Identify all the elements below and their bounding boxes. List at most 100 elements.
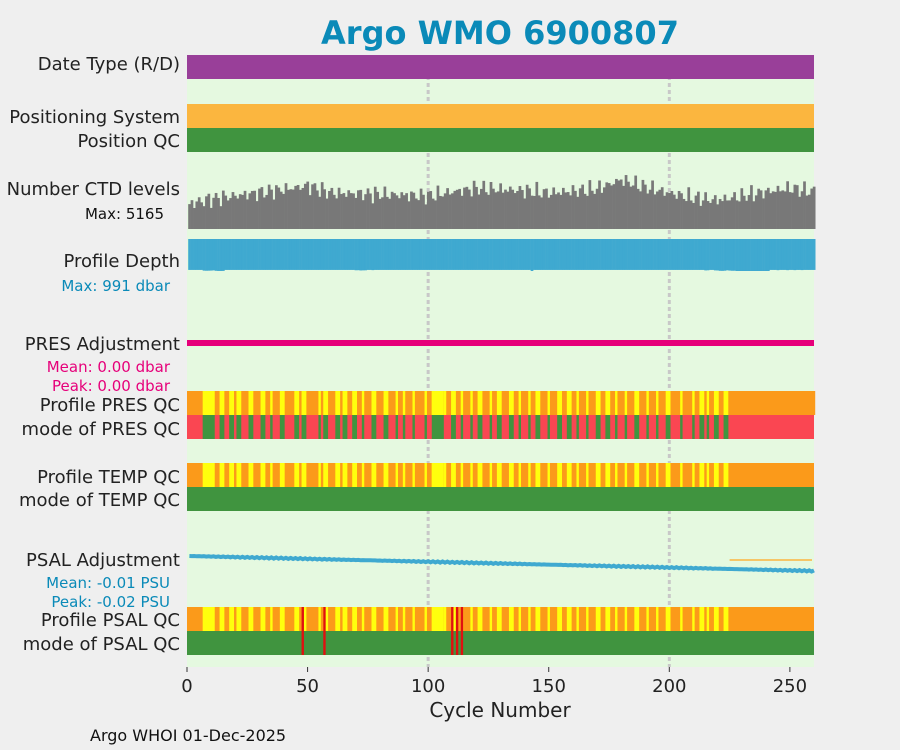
profile-depth-bar bbox=[359, 239, 363, 271]
ctd-levels-bar bbox=[349, 193, 353, 229]
profile-depth-bar bbox=[564, 239, 568, 270]
ctd-levels-bar bbox=[781, 190, 785, 229]
mode-pres-qc-segment bbox=[236, 415, 242, 439]
profile-pres-qc-segment bbox=[335, 391, 341, 415]
profile-depth-bar bbox=[328, 239, 331, 270]
profile-depth-bar bbox=[504, 239, 507, 270]
ctd-levels-bar bbox=[458, 188, 462, 229]
ctd-levels-bar bbox=[721, 201, 724, 229]
ctd-levels-bar bbox=[600, 192, 604, 229]
profile-psal-qc-segment bbox=[557, 607, 562, 631]
profile-depth-bar bbox=[238, 239, 242, 270]
profile-depth-bar bbox=[535, 239, 539, 270]
ctd-levels-bar bbox=[487, 194, 490, 229]
ctd-levels-bar bbox=[766, 187, 770, 229]
profile-pres-qc-segment bbox=[318, 391, 321, 415]
mode-pres-qc-segment bbox=[547, 415, 550, 439]
profile-temp-qc-segment bbox=[202, 463, 215, 487]
profile-depth-bar bbox=[388, 239, 392, 270]
mode-pres-qc-segment bbox=[202, 415, 215, 439]
profile-psal-qc-segment bbox=[236, 607, 242, 631]
profile-depth-bar bbox=[296, 239, 300, 270]
ctd-levels-bar bbox=[607, 183, 611, 229]
profile-depth-bar bbox=[441, 239, 445, 270]
ctd-levels-bar bbox=[634, 175, 638, 229]
ctd-levels-bar bbox=[422, 194, 425, 229]
profile-depth-bar bbox=[615, 239, 618, 270]
profile-psal-qc-segment bbox=[342, 607, 348, 631]
positioning-system-band bbox=[187, 104, 814, 128]
profile-pres-qc-segment bbox=[402, 391, 406, 415]
profile-depth-bar bbox=[520, 239, 524, 270]
ctd-levels-bar bbox=[677, 190, 681, 229]
ctd-levels-bar bbox=[559, 194, 563, 229]
ctd-levels-bar bbox=[586, 195, 589, 229]
ctd-levels-bar bbox=[499, 183, 503, 229]
ctd-levels-bar bbox=[412, 192, 416, 229]
ctd-levels-bar bbox=[472, 180, 476, 229]
profile-pres-qc-segment bbox=[383, 391, 389, 415]
ctd-levels-bar bbox=[583, 193, 587, 229]
profile-depth-bar bbox=[487, 239, 490, 270]
profile-depth-bar bbox=[598, 239, 601, 270]
ctd-levels-bar bbox=[188, 204, 191, 229]
ctd-levels-bar bbox=[569, 195, 572, 229]
ctd-levels-bar bbox=[337, 187, 341, 229]
profile-pres-qc-segment bbox=[371, 391, 377, 415]
ctd-levels-bar bbox=[605, 182, 609, 229]
ctd-levels-bar bbox=[407, 201, 411, 229]
mode-pres-qc-segment bbox=[557, 415, 562, 439]
profile-pres-qc-segment bbox=[229, 391, 235, 415]
profile-depth-bar bbox=[530, 239, 534, 271]
ctd-levels-bar bbox=[730, 197, 734, 229]
profile-depth-bar bbox=[190, 239, 194, 270]
ctd-levels-bar bbox=[735, 200, 739, 229]
profile-depth-bar bbox=[791, 239, 794, 270]
profile-temp-qc-segment bbox=[634, 463, 640, 487]
profile-depth-bar bbox=[663, 239, 666, 270]
label-mode-psal-qc: mode of PSAL QC bbox=[23, 634, 180, 655]
ctd-levels-bar bbox=[564, 192, 568, 229]
ctd-levels-bar bbox=[361, 200, 365, 229]
profile-depth-bar bbox=[424, 239, 428, 270]
profile-temp-qc-segment bbox=[518, 463, 521, 487]
profile-depth-bar bbox=[390, 239, 394, 270]
profile-psal-qc-segment bbox=[489, 607, 493, 631]
profile-depth-bar bbox=[207, 239, 211, 271]
ctd-levels-bar bbox=[547, 197, 551, 229]
profile-temp-qc-segment bbox=[371, 463, 377, 487]
ctd-levels-bar bbox=[675, 198, 679, 229]
ctd-levels-bar bbox=[805, 195, 809, 229]
profile-depth-bar bbox=[528, 239, 531, 270]
x-axis-label: Cycle Number bbox=[429, 698, 571, 722]
ctd-levels-bar bbox=[706, 201, 710, 229]
x-tick-label: 250 bbox=[773, 676, 807, 697]
profile-temp-qc-segment bbox=[294, 463, 300, 487]
profile-psal-qc-segment bbox=[595, 607, 601, 631]
profile-depth-bar bbox=[627, 239, 630, 270]
ctd-levels-bar bbox=[316, 190, 319, 229]
profile-temp-qc-segment bbox=[402, 463, 406, 487]
ctd-levels-bar bbox=[537, 195, 541, 229]
profile-pres-qc-segment bbox=[723, 391, 729, 415]
mode-pres-qc-segment bbox=[229, 415, 235, 439]
profile-depth-bar bbox=[436, 239, 440, 270]
ctd-levels-bar bbox=[328, 191, 331, 229]
profile-depth-bar bbox=[229, 239, 232, 270]
profile-pres-qc-segment bbox=[294, 391, 300, 415]
profile-depth-bar bbox=[540, 239, 544, 270]
profile-depth-bar bbox=[219, 239, 223, 271]
ctd-levels-bar bbox=[788, 192, 792, 229]
profile-pres-qc-segment bbox=[624, 391, 628, 415]
ctd-levels-bar bbox=[238, 194, 242, 229]
ctd-levels-bar bbox=[549, 194, 553, 229]
profile-psal-qc-segment bbox=[699, 607, 705, 631]
ctd-levels-bar bbox=[330, 187, 334, 229]
annotation-pres-peak: Peak: 0.00 dbar bbox=[52, 377, 171, 395]
mode-pres-qc-segment bbox=[595, 415, 601, 439]
profile-depth-bar bbox=[631, 239, 635, 270]
profile-depth-bar bbox=[393, 239, 396, 270]
x-tick-label: 200 bbox=[652, 676, 686, 697]
mode-pres-qc-segment bbox=[665, 415, 671, 439]
mode-pres-qc-segment bbox=[646, 415, 649, 439]
